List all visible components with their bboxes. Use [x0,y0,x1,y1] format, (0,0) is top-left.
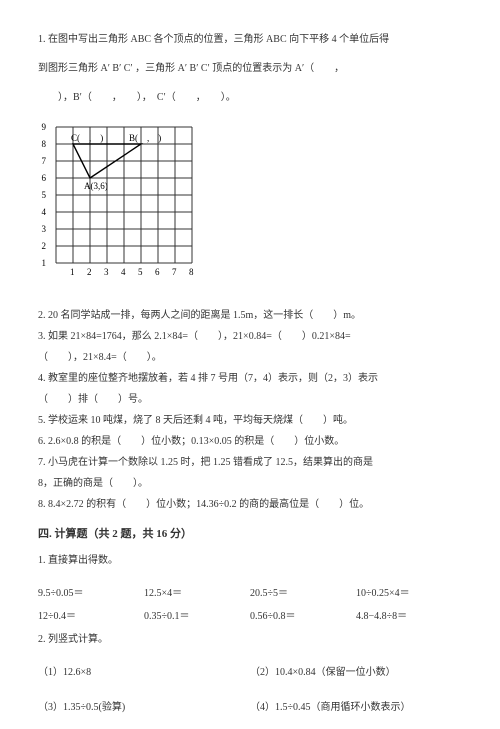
q1-line2: 到图形三角形 A′ B′ C′ ，三角形 A′ B′ C′ 顶点的位置表示为 A… [38,59,462,78]
svg-text:9: 9 [42,122,47,132]
coordinate-grid: 1 2 3 4 5 6 7 8 1 2 3 4 5 6 7 8 9 C( , ) B( , ) A(3,6) [38,117,462,292]
calc-cell: 0.56÷0.8＝ [250,607,356,626]
svg-text:4: 4 [42,207,47,217]
q1-line3: ），B′（ ， ）， C′（ ， ）。 [38,88,462,107]
q2: 2. 20 名同学站成一排，每两人之间的距离是 1.5m，这一排长（ ）m。 [38,306,462,325]
q4a: 4. 教室里的座位整齐地摆放着，若 4 排 7 号用（7，4）表示，则（2，3）… [38,369,462,388]
calc-cell: 4.8−4.8÷8＝ [356,607,462,626]
svg-text:3: 3 [104,267,109,277]
q7b: 8，正确的商是（ ）。 [38,474,462,493]
calc-cell: 12÷0.4＝ [38,607,144,626]
svg-text:4: 4 [121,267,126,277]
calc1-grid: 9.5÷0.05＝12.5×4＝20.5÷5＝10÷0.25×4＝ 12÷0.4＝… [38,584,462,626]
svg-text:7: 7 [42,156,47,166]
q7a: 7. 小马虎在计算一个数除以 1.25 时，把 1.25 错看成了 12.5，结… [38,453,462,472]
svg-text:5: 5 [138,267,143,277]
calc2-grid: （1）12.6×8（2）10.4×0.84（保留一位小数）（3）1.35÷0.5… [38,663,462,729]
calc-row: （3）1.35÷0.5(验算)（4）1.5÷0.45（商用循环小数表示） [38,698,462,717]
calc-row: 9.5÷0.05＝12.5×4＝20.5÷5＝10÷0.25×4＝ [38,584,462,603]
svg-text:B( , ): B( , ) [129,133,161,143]
q6: 6. 2.6×0.8 的积是（ ）位小数；0.13×0.05 的积是（ ）位小数… [38,432,462,451]
calc2-title: 2. 列竖式计算。 [38,630,462,649]
calc-cell: （2）10.4×0.84（保留一位小数） [250,663,462,682]
calc-cell: （1）12.6×8 [38,663,250,682]
section4-title: 四. 计算题（共 2 题，共 16 分） [38,524,462,545]
calc-cell: 10÷0.25×4＝ [356,584,462,603]
svg-text:6: 6 [155,267,160,277]
svg-text:1: 1 [70,267,75,277]
q4b: （ ）排（ ）号。 [38,390,462,409]
q3a: 3. 如果 21×84=1764，那么 2.1×84=（ ），21×0.84=（… [38,327,462,346]
svg-text:C( , ): C( , ) [71,133,103,143]
svg-text:2: 2 [87,267,92,277]
svg-text:A(3,6): A(3,6) [84,181,108,191]
calc-cell: 20.5÷5＝ [250,584,356,603]
svg-text:8: 8 [42,139,47,149]
svg-text:5: 5 [42,190,47,200]
calc-row: （1）12.6×8（2）10.4×0.84（保留一位小数） [38,663,462,682]
calc-cell: 9.5÷0.05＝ [38,584,144,603]
svg-text:6: 6 [42,173,47,183]
svg-text:2: 2 [42,241,47,251]
svg-text:3: 3 [42,224,47,234]
q1-line1: 1. 在图中写出三角形 ABC 各个顶点的位置，三角形 ABC 向下平移 4 个… [38,30,462,49]
calc-cell: （3）1.35÷0.5(验算) [38,698,250,717]
calc1-title: 1. 直接算出得数。 [38,551,462,570]
q3b: （ ），21×8.4=（ ）。 [38,348,462,367]
svg-text:8: 8 [189,267,194,277]
calc-cell: 0.35÷0.1＝ [144,607,250,626]
q8: 8. 8.4×2.72 的积有（ ）位小数；14.36÷0.2 的商的最高位是（… [38,495,462,514]
calc-row: 12÷0.4＝0.35÷0.1＝0.56÷0.8＝4.8−4.8÷8＝ [38,607,462,626]
calc-cell: （4）1.5÷0.45（商用循环小数表示） [250,698,462,717]
svg-text:1: 1 [42,258,47,268]
svg-text:7: 7 [172,267,177,277]
calc-cell: 12.5×4＝ [144,584,250,603]
q5: 5. 学校运来 10 吨煤，烧了 8 天后还剩 4 吨，平均每天烧煤（ ）吨。 [38,411,462,430]
